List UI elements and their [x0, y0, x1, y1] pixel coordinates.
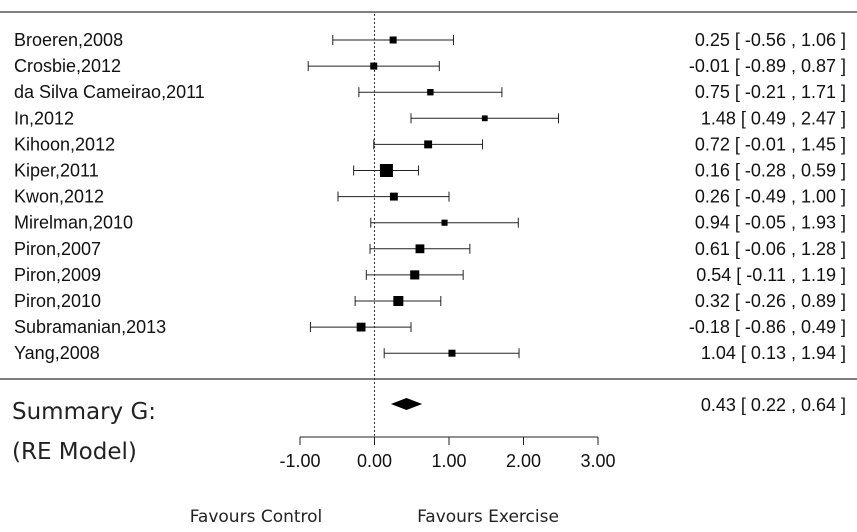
study-row: Yang,2008 1.04 [ 0.13 , 1.94 ] — [14, 343, 846, 363]
study-label: Piron,2010 — [14, 291, 101, 311]
study-label: Piron,2007 — [14, 239, 101, 259]
study-label: Mirelman,2010 — [14, 213, 133, 233]
study-row: Piron,2007 0.61 [ -0.06 , 1.28 ] — [14, 239, 846, 259]
study-label: Kiper,2011 — [14, 161, 99, 181]
effect-size-marker — [424, 140, 433, 149]
summary-diamond — [390, 398, 423, 410]
study-label: Kihoon,2012 — [14, 134, 115, 154]
x-tick-label: -1.00 — [279, 451, 320, 471]
study-label: Crosbie,2012 — [14, 56, 121, 76]
favours-exercise-label: Favours Exercise — [417, 507, 559, 527]
effect-size-marker — [389, 192, 398, 201]
favours-control-label: Favours Control — [190, 507, 323, 527]
effect-size-marker — [393, 296, 404, 306]
study-label: Subramanian,2013 — [14, 317, 166, 337]
study-label: Piron,2009 — [14, 265, 101, 285]
study-label: Broeren,2008 — [14, 30, 123, 50]
effect-size-value: 0.25 [ -0.56 , 1.06 ] — [695, 30, 846, 50]
effect-size-value: -0.18 [ -0.86 , 0.49 ] — [689, 317, 846, 337]
effect-size-value: 0.16 [ -0.28 , 0.59 ] — [695, 161, 846, 181]
study-label: In,2012 — [14, 108, 74, 128]
summary-value: 0.43 [ 0.22 , 0.64 ] — [701, 395, 846, 415]
effect-size-value: 0.72 [ -0.01 , 1.45 ] — [695, 134, 846, 154]
effect-size-marker — [379, 164, 393, 177]
effect-size-value: 0.32 [ -0.26 , 0.89 ] — [695, 291, 846, 311]
effect-size-value: 0.26 [ -0.49 , 1.00 ] — [695, 187, 846, 207]
effect-size-value: 1.04 [ 0.13 , 1.94 ] — [701, 343, 846, 363]
effect-size-marker — [448, 349, 456, 357]
effect-size-marker — [481, 115, 488, 122]
study-row: Kwon,2012 0.26 [ -0.49 , 1.00 ] — [14, 187, 846, 207]
effect-size-value: 0.94 [ -0.05 , 1.93 ] — [695, 213, 846, 233]
x-tick-label: 0.00 — [357, 451, 392, 471]
study-label: Kwon,2012 — [14, 187, 104, 207]
effect-size-marker — [415, 244, 425, 254]
study-label: da Silva Cameirao,2011 — [14, 82, 205, 102]
x-tick-label: 3.00 — [580, 451, 615, 471]
summary-label: Summary G: — [12, 399, 156, 425]
effect-size-marker — [441, 219, 448, 226]
study-row: da Silva Cameirao,2011 0.75 [ -0.21 , 1.7… — [14, 82, 846, 102]
effect-size-value: 0.54 [ -0.11 , 1.19 ] — [696, 265, 846, 285]
effect-size-value: 1.48 [ 0.49 , 2.47 ] — [701, 108, 846, 128]
study-label: Yang,2008 — [14, 343, 100, 363]
study-row: Piron,2010 0.32 [ -0.26 , 0.89 ] — [14, 291, 846, 311]
study-row: In,2012 1.48 [ 0.49 , 2.47 ] — [14, 108, 846, 128]
study-row: Kiper,2011 0.16 [ -0.28 , 0.59 ] — [14, 161, 846, 181]
effect-size-marker — [356, 322, 366, 332]
study-row: Mirelman,2010 0.94 [ -0.05 , 1.93 ] — [14, 213, 846, 233]
study-row: Subramanian,2013 -0.18 [ -0.86 , 0.49 ] — [14, 317, 846, 337]
study-row: Piron,2009 0.54 [ -0.11 , 1.19 ] — [14, 265, 846, 285]
summary-model-label: (RE Model) — [12, 439, 137, 465]
study-row: Crosbie,2012 -0.01 [ -0.89 , 0.87 ] — [14, 56, 846, 76]
effect-size-value: -0.01 [ -0.89 , 0.87 ] — [689, 56, 846, 76]
effect-size-marker — [370, 62, 378, 70]
study-row: Broeren,2008 0.25 [ -0.56 , 1.06 ] — [14, 30, 846, 50]
effect-size-value: 0.75 [ -0.21 , 1.71 ] — [695, 82, 846, 102]
effect-size-marker — [410, 270, 420, 280]
effect-size-marker — [427, 89, 434, 96]
x-tick-label: 1.00 — [431, 451, 466, 471]
effect-size-value: 0.61 [ -0.06 , 1.28 ] — [695, 239, 846, 259]
effect-size-marker — [389, 36, 397, 44]
x-tick-label: 2.00 — [506, 451, 541, 471]
study-row: Kihoon,2012 0.72 [ -0.01 , 1.45 ] — [14, 134, 846, 154]
